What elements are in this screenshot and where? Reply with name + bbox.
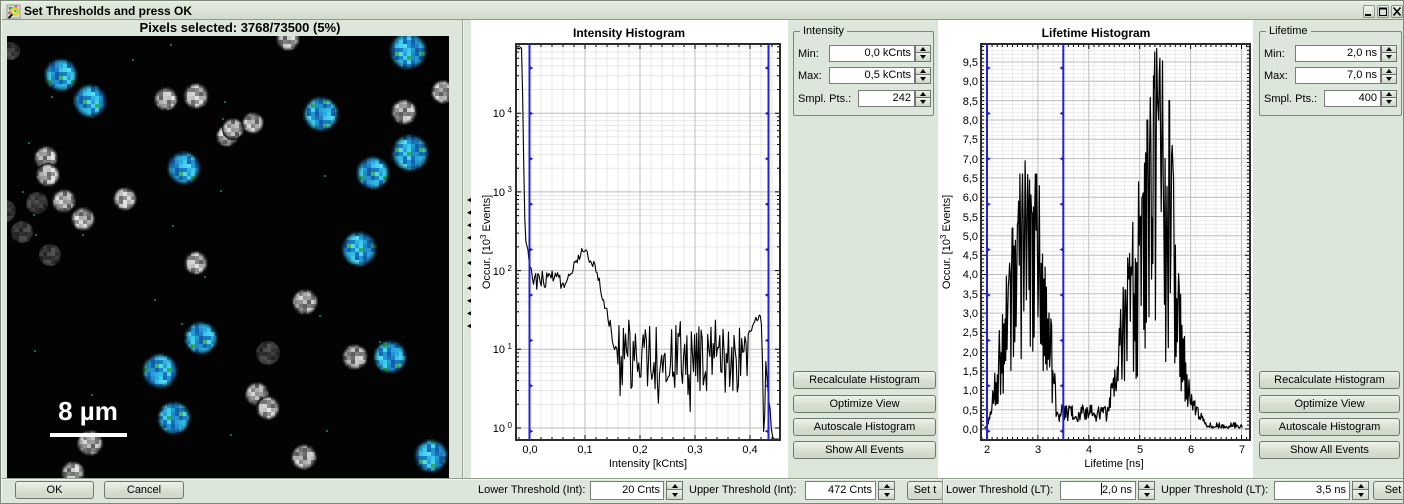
- svg-text:9,5: 9,5: [963, 57, 978, 69]
- svg-text:3,5: 3,5: [963, 289, 978, 301]
- svg-text:4: 4: [1086, 444, 1092, 456]
- svg-text:10: 10: [493, 187, 505, 199]
- svg-text:7: 7: [1239, 444, 1245, 456]
- svg-text:Intensity Histogram: Intensity Histogram: [573, 26, 685, 40]
- svg-text:2: 2: [984, 444, 990, 456]
- svg-text:2,0: 2,0: [963, 347, 978, 359]
- svg-text:Lifetime Histogram: Lifetime Histogram: [1042, 26, 1151, 40]
- svg-text:0,2: 0,2: [632, 444, 647, 456]
- svg-text:3: 3: [1035, 444, 1041, 456]
- svg-text:3: 3: [508, 185, 513, 194]
- svg-text:0: 0: [508, 421, 513, 430]
- svg-text:7,0: 7,0: [963, 154, 978, 166]
- svg-text:6,0: 6,0: [963, 192, 978, 204]
- svg-text:2: 2: [508, 264, 513, 273]
- svg-text:0,0: 0,0: [522, 444, 537, 456]
- svg-text:3,0: 3,0: [963, 308, 978, 320]
- svg-text:7,5: 7,5: [963, 134, 978, 146]
- svg-text:0,5: 0,5: [963, 405, 978, 417]
- svg-text:10: 10: [493, 108, 505, 120]
- svg-text:8,5: 8,5: [963, 96, 978, 108]
- svg-text:5,5: 5,5: [963, 212, 978, 224]
- svg-text:2,5: 2,5: [963, 327, 978, 339]
- svg-text:1,5: 1,5: [963, 366, 978, 378]
- svg-text:8,0: 8,0: [963, 115, 978, 127]
- svg-text:8 µm: 8 µm: [58, 396, 118, 426]
- svg-text:Occur. [103 Events]: Occur. [103 Events]: [939, 195, 953, 289]
- svg-text:10: 10: [493, 266, 505, 278]
- svg-text:4: 4: [508, 106, 513, 115]
- svg-text:10: 10: [493, 423, 505, 435]
- svg-text:0,4: 0,4: [742, 444, 757, 456]
- svg-text:0,3: 0,3: [687, 444, 702, 456]
- svg-text:10: 10: [493, 344, 505, 356]
- svg-text:4,0: 4,0: [963, 269, 978, 281]
- svg-text:9,0: 9,0: [963, 76, 978, 88]
- svg-text:0,1: 0,1: [577, 444, 592, 456]
- svg-text:5,0: 5,0: [963, 231, 978, 243]
- svg-text:6: 6: [1188, 444, 1194, 456]
- svg-text:4,5: 4,5: [963, 250, 978, 262]
- svg-text:5: 5: [1137, 444, 1143, 456]
- svg-text:Occur. [103 Events]: Occur. [103 Events]: [479, 195, 493, 289]
- svg-text:Intensity [kCnts]: Intensity [kCnts]: [609, 458, 687, 470]
- svg-text:0,0: 0,0: [963, 424, 978, 436]
- svg-text:Lifetime [ns]: Lifetime [ns]: [1084, 458, 1143, 470]
- svg-text:1,0: 1,0: [963, 385, 978, 397]
- svg-text:1: 1: [508, 342, 513, 351]
- svg-text:6,5: 6,5: [963, 173, 978, 185]
